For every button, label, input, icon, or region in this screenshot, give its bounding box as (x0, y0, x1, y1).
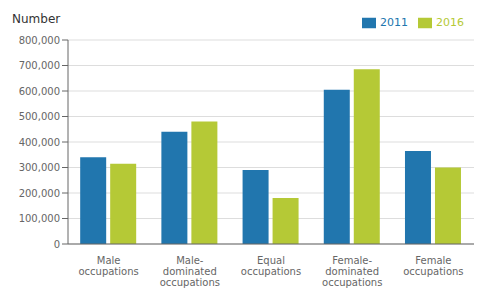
svg-text:800,000: 800,000 (19, 35, 60, 46)
html-text:Number: Number (12, 12, 61, 26)
svg-text:200,000: 200,000 (19, 188, 60, 199)
html-text:2016: 2016 (436, 16, 464, 29)
svg-text:500,000: 500,000 (19, 111, 60, 122)
svg-text:300,000: 300,000 (19, 162, 60, 173)
svg-text:0: 0 (54, 239, 60, 250)
svg-text:Male-dominatedoccupations: Male-dominatedoccupations (160, 255, 220, 288)
svg-text:Equaloccupations: Equaloccupations (241, 255, 301, 277)
svg-text:Femaleoccupations: Femaleoccupations (403, 255, 463, 277)
svg-text:400,000: 400,000 (19, 137, 60, 148)
html-text:2011: 2011 (380, 16, 408, 29)
svg-text:Maleoccupations: Maleoccupations (78, 255, 138, 277)
svg-text:100,000: 100,000 (19, 213, 60, 224)
svg-text:700,000: 700,000 (19, 60, 60, 71)
svg-text:600,000: 600,000 (19, 86, 60, 97)
svg-text:Female-dominatedoccupations: Female-dominatedoccupations (322, 255, 382, 288)
